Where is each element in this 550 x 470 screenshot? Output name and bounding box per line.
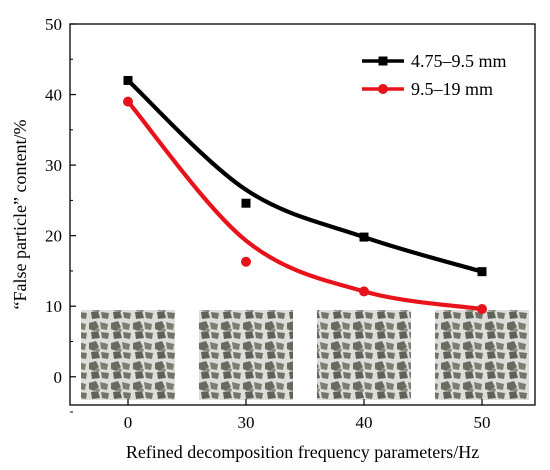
aggregate-photo-icon: [81, 310, 175, 400]
data-point: [241, 198, 251, 208]
photo-highlight: [435, 310, 529, 400]
aggregate-photo-40: [317, 310, 411, 400]
legend-item-2: 9.5–19 mm: [362, 79, 493, 99]
photo-highlight: [81, 310, 175, 400]
x-axis-title: Refined decomposition frequency paramete…: [126, 442, 479, 462]
y-tick-label: 50: [45, 15, 62, 34]
series: [123, 75, 487, 315]
aggregate-photo-0: [81, 310, 175, 400]
photo-highlight: [199, 310, 293, 400]
aggregate-photo-icon: [199, 310, 293, 400]
data-point: [359, 286, 369, 297]
legend: 4.75–9.5 mm 9.5–19 mm: [362, 51, 507, 99]
data-point: [123, 96, 133, 107]
series-curve: [125, 99, 485, 312]
legend-marker: [378, 56, 388, 66]
legend-label: 4.75–9.5 mm: [411, 51, 507, 71]
x-tick-label: 40: [356, 413, 373, 432]
x-tick-label: 30: [238, 413, 255, 432]
axes: 0 10 20 30 40 50 0 30 40 50: [45, 15, 536, 432]
y-tick-label: 10: [45, 297, 62, 316]
data-point: [477, 304, 487, 315]
series-2: [123, 96, 487, 315]
aggregate-photo-30: [199, 310, 293, 400]
data-point: [123, 75, 133, 85]
photo-highlight: [317, 310, 411, 400]
y-axis-title: “False particle” content/%: [10, 120, 30, 310]
x-tick-label: 50: [474, 413, 491, 432]
y-tick-label: 0: [54, 368, 63, 387]
data-point: [359, 232, 369, 242]
series-1: [123, 75, 487, 277]
aggregate-photo-icon: [435, 310, 529, 400]
data-point: [241, 256, 251, 267]
series-curve: [125, 78, 485, 274]
legend-marker: [378, 84, 388, 94]
y-tick-label: 20: [45, 227, 62, 246]
inset-photos: [81, 310, 529, 400]
legend-item-1: 4.75–9.5 mm: [362, 51, 507, 71]
legend-label: 9.5–19 mm: [411, 79, 493, 99]
aggregate-photo-icon: [317, 310, 411, 400]
aggregate-photo-50: [435, 310, 529, 400]
data-point: [477, 267, 487, 277]
y-tick-label: 30: [45, 156, 62, 175]
y-tick-label: 40: [45, 86, 62, 105]
plot-frame: [69, 23, 536, 406]
x-tick-label: 0: [124, 413, 133, 432]
